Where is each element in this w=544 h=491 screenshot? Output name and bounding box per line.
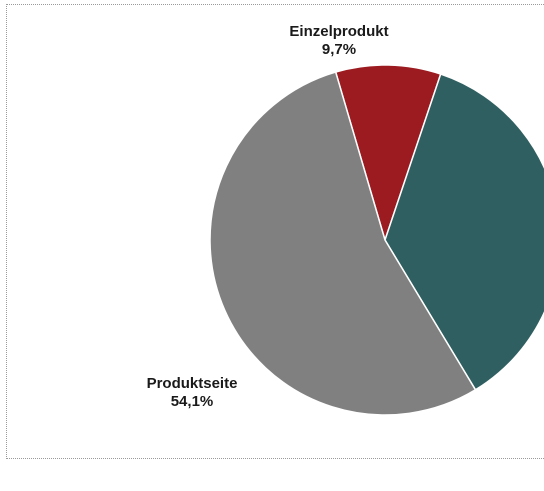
slice-category-label: Produktseite — [147, 375, 238, 392]
slice-value-label: 9,7% — [322, 41, 356, 58]
slice-label-produktseite: Produktseite 54,1% — [147, 375, 238, 410]
slice-value-label: 54,1% — [171, 393, 214, 410]
slice-category-label: Einzelprodukt — [289, 23, 388, 40]
slice-label-einzelprodukt: Einzelprodukt 9,7% — [289, 23, 388, 58]
pie-slice-einzelprodukt — [334, 64, 442, 243]
chart-frame — [6, 4, 544, 459]
pie-slice-produktseite — [209, 71, 477, 416]
pie-slice-1 — [384, 73, 544, 391]
